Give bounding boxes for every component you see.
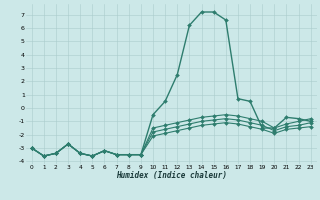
X-axis label: Humidex (Indice chaleur): Humidex (Indice chaleur) (116, 171, 227, 180)
